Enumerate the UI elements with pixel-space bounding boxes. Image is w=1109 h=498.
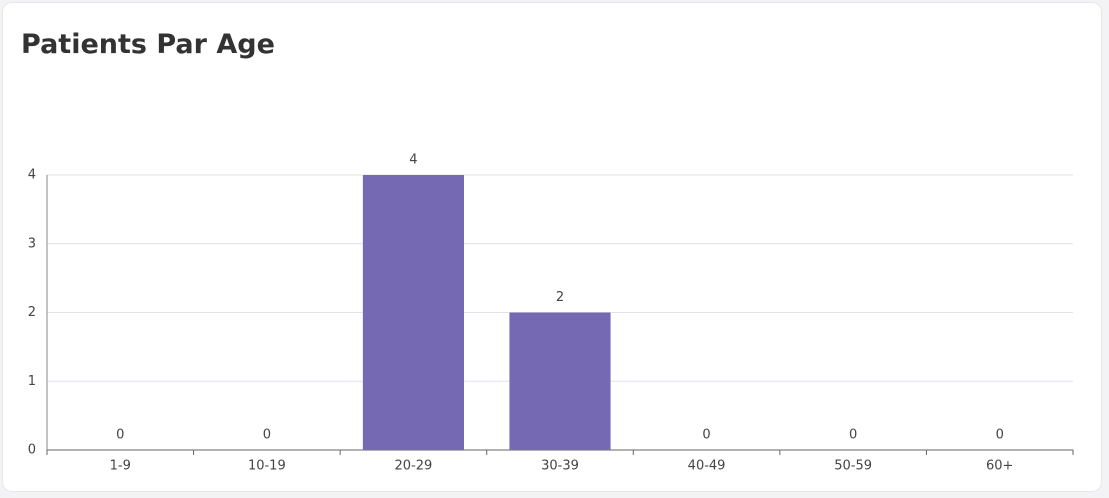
y-tick-label: 0 [28,443,36,458]
x-tick-label: 40-49 [688,459,726,474]
bar [509,312,611,450]
x-tick-label: 20-29 [395,459,433,474]
data-label: 0 [263,428,271,443]
x-tick-label: 50-59 [834,459,872,474]
data-label: 0 [702,428,710,443]
y-tick-label: 3 [28,236,36,251]
y-tick-label: 2 [28,305,36,320]
chart-title: Patients Par Age [21,29,275,60]
bar [362,175,464,450]
x-tick-label: 10-19 [248,459,286,474]
data-label: 0 [116,428,124,443]
data-label: 0 [996,428,1004,443]
data-label: 4 [409,153,417,168]
y-tick-label: 1 [28,374,36,389]
x-tick-label: 60+ [986,459,1013,474]
data-label: 2 [556,290,564,305]
data-label: 0 [849,428,857,443]
x-tick-label: 1-9 [110,459,131,474]
x-tick-label: 30-39 [541,459,579,474]
y-tick-label: 4 [28,168,36,183]
